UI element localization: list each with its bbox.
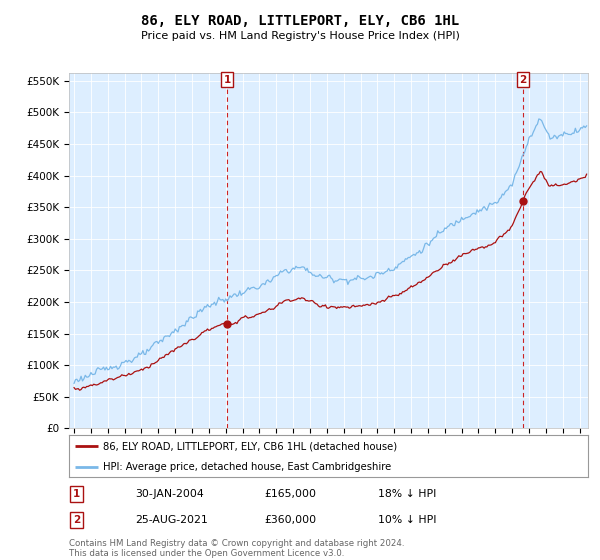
Text: 86, ELY ROAD, LITTLEPORT, ELY, CB6 1HL: 86, ELY ROAD, LITTLEPORT, ELY, CB6 1HL xyxy=(141,14,459,28)
Text: Contains HM Land Registry data © Crown copyright and database right 2024.
This d: Contains HM Land Registry data © Crown c… xyxy=(69,539,404,558)
Text: 86, ELY ROAD, LITTLEPORT, ELY, CB6 1HL (detached house): 86, ELY ROAD, LITTLEPORT, ELY, CB6 1HL (… xyxy=(103,441,397,451)
Text: £360,000: £360,000 xyxy=(264,515,316,525)
Text: 10% ↓ HPI: 10% ↓ HPI xyxy=(378,515,437,525)
Text: 2: 2 xyxy=(520,74,527,85)
Text: 18% ↓ HPI: 18% ↓ HPI xyxy=(378,489,436,499)
Text: 1: 1 xyxy=(73,489,80,499)
Text: 2: 2 xyxy=(73,515,80,525)
Text: HPI: Average price, detached house, East Cambridgeshire: HPI: Average price, detached house, East… xyxy=(103,461,391,472)
Text: 30-JAN-2004: 30-JAN-2004 xyxy=(135,489,204,499)
Text: 25-AUG-2021: 25-AUG-2021 xyxy=(135,515,208,525)
Text: Price paid vs. HM Land Registry's House Price Index (HPI): Price paid vs. HM Land Registry's House … xyxy=(140,31,460,41)
Text: 1: 1 xyxy=(223,74,230,85)
Text: £165,000: £165,000 xyxy=(264,489,316,499)
